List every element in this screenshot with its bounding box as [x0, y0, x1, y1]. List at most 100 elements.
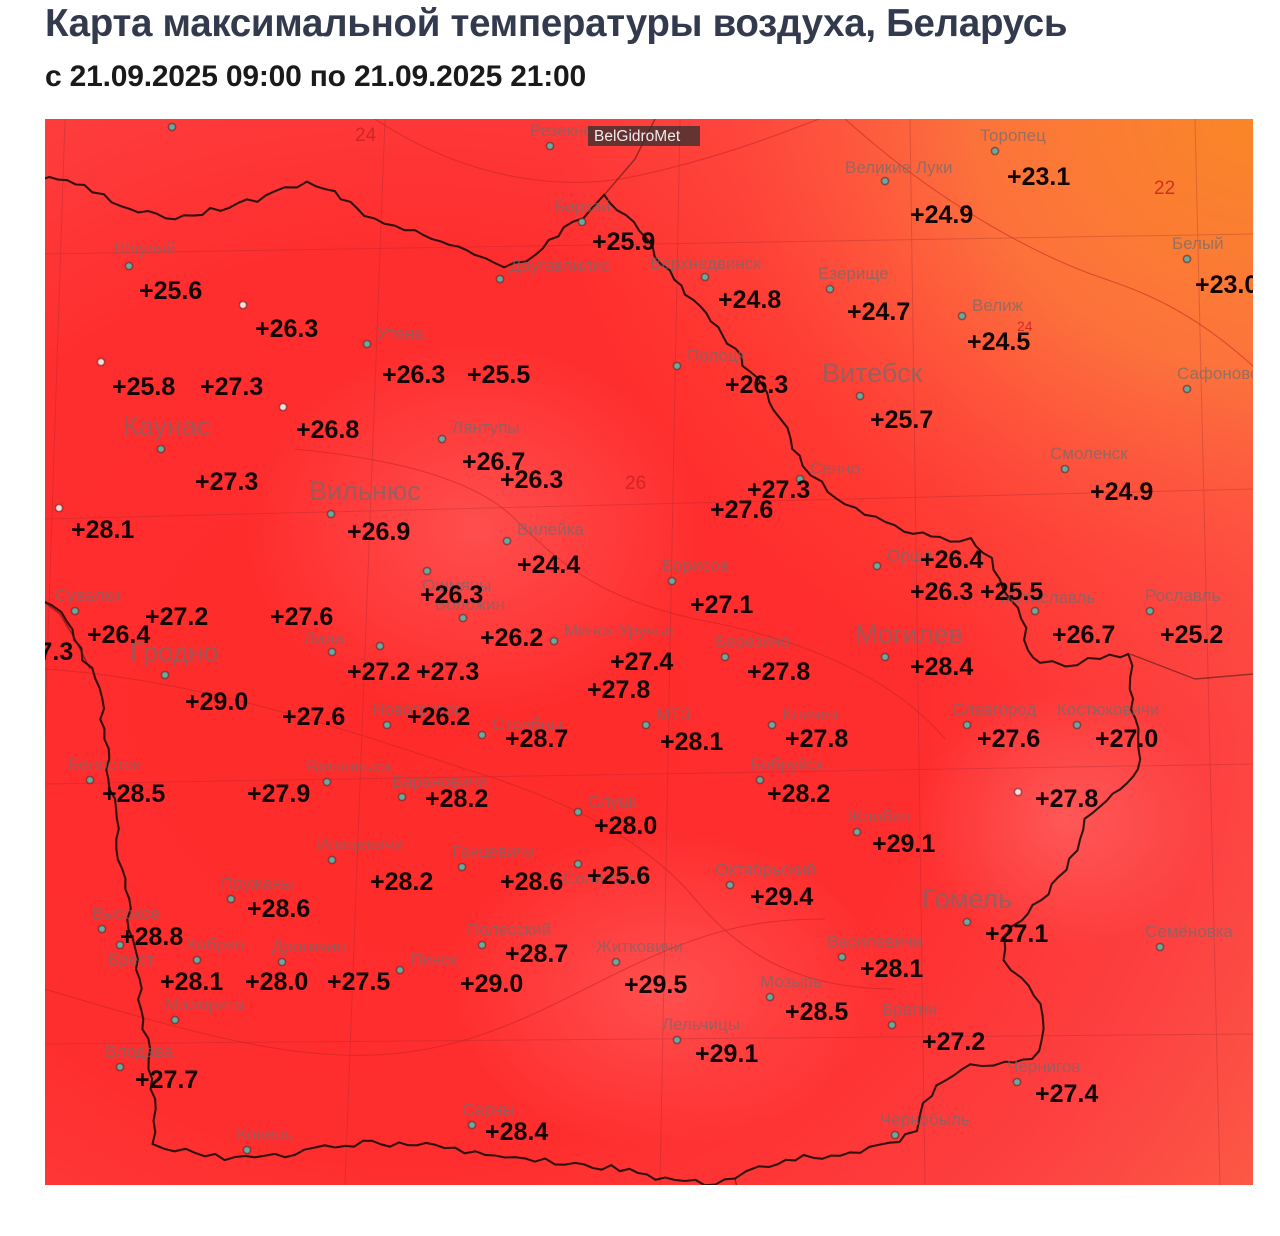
svg-text:+28.2: +28.2: [425, 785, 488, 813]
svg-text:+28.5: +28.5: [102, 780, 165, 808]
svg-text:Смоленск: Смоленск: [1050, 444, 1128, 463]
svg-text:Елгава: Елгава: [167, 119, 222, 121]
svg-text:+27.2: +27.2: [347, 658, 410, 686]
svg-text:+27.8: +27.8: [785, 725, 848, 753]
svg-text:Брест: Брест: [108, 950, 155, 969]
svg-text:+29.0: +29.0: [460, 970, 523, 998]
svg-text:+28.1: +28.1: [71, 516, 134, 544]
svg-text:Белый: Белый: [1172, 234, 1224, 253]
svg-text:+25.7: +25.7: [870, 406, 933, 434]
svg-text:+27.8: +27.8: [1035, 785, 1098, 813]
svg-text:Витебск: Витебск: [822, 358, 923, 388]
svg-text:+26.3: +26.3: [910, 578, 973, 606]
svg-text:+27.2: +27.2: [145, 603, 208, 631]
svg-text:Славгород: Славгород: [952, 700, 1036, 719]
svg-text:+25.9: +25.9: [592, 228, 655, 256]
svg-text:Жлобин: Жлобин: [847, 807, 911, 826]
svg-text:Высокое: Высокое: [92, 904, 160, 923]
svg-text:Дрогичин: Дрогичин: [272, 937, 346, 956]
svg-text:+24.9: +24.9: [1090, 478, 1153, 506]
svg-text:+28.7: +28.7: [505, 725, 568, 753]
svg-text:+26.4: +26.4: [87, 621, 150, 649]
svg-text:Минск-Уручье: Минск-Уручье: [564, 621, 674, 640]
svg-text:Волковыск: Волковыск: [307, 757, 392, 776]
svg-text:Могилев: Могилев: [855, 619, 963, 649]
svg-text:+28.6: +28.6: [500, 868, 563, 896]
svg-text:+29.5: +29.5: [624, 971, 687, 999]
svg-text:Рославль: Рославль: [1145, 586, 1220, 605]
svg-text:Лянтупы: Лянтупы: [452, 418, 520, 437]
svg-text:+27.5: +27.5: [327, 968, 390, 996]
svg-text:Брагин: Брагин: [882, 1000, 937, 1019]
svg-text:Костюковичи: Костюковичи: [1057, 700, 1159, 719]
svg-text:+25.6: +25.6: [587, 862, 650, 890]
svg-text:+28.0: +28.0: [245, 968, 308, 996]
svg-text:+25.6: +25.6: [139, 277, 202, 305]
svg-text:Вильнюс: Вильнюс: [309, 476, 421, 506]
svg-text:Ковель: Ковель: [237, 1125, 293, 1144]
svg-text:+28.2: +28.2: [370, 868, 433, 896]
svg-text:Пружаны: Пружаны: [221, 874, 294, 893]
svg-text:22: 22: [1154, 178, 1175, 199]
svg-text:Семёновка: Семёновка: [1145, 922, 1234, 941]
svg-text:+28.1: +28.1: [660, 728, 723, 756]
svg-text:+25.2: +25.2: [1160, 621, 1223, 649]
svg-text:Малорита: Малорита: [165, 995, 245, 1014]
svg-text:+29.1: +29.1: [695, 1040, 758, 1068]
svg-text:Сафоново: Сафоново: [1177, 364, 1253, 383]
svg-text:Шяуляй: Шяуляй: [114, 239, 176, 258]
svg-text:+26.2: +26.2: [480, 624, 543, 652]
svg-text:+27.2: +27.2: [922, 1028, 985, 1056]
svg-text:+27.3: +27.3: [416, 658, 479, 686]
svg-text:+27.7: +27.7: [135, 1066, 198, 1094]
svg-text:+28.4: +28.4: [485, 1118, 548, 1146]
svg-text:+28.6: +28.6: [247, 895, 310, 923]
svg-text:Слуцк: Слуцк: [588, 792, 636, 811]
svg-text:+28.4: +28.4: [910, 653, 973, 681]
svg-text:+24.7: +24.7: [847, 298, 910, 326]
svg-text:+28.0: +28.0: [594, 812, 657, 840]
svg-text:+27.1: +27.1: [985, 920, 1048, 948]
svg-text:Езерище: Езерище: [818, 264, 889, 283]
svg-text:+26.3: +26.3: [255, 315, 318, 343]
svg-text:+27.4: +27.4: [1035, 1080, 1098, 1108]
svg-text:Василевичи: Василевичи: [827, 932, 922, 951]
svg-text:Кобрин: Кобрин: [187, 935, 244, 954]
svg-text:Сенно: Сенно: [810, 459, 860, 478]
svg-text:+26.7: +26.7: [1052, 621, 1115, 649]
svg-text:+28.7: +28.7: [505, 940, 568, 968]
svg-text:+24.5: +24.5: [967, 328, 1030, 356]
svg-text:+26.2: +26.2: [407, 703, 470, 731]
svg-text:Октябрьский: Октябрьский: [715, 860, 816, 879]
svg-text:Чернобыль: Чернобыль: [880, 1110, 970, 1129]
svg-text:+29.0: +29.0: [185, 688, 248, 716]
svg-text:+26.8: +26.8: [296, 416, 359, 444]
svg-text:Великие Луки: Великие Луки: [845, 158, 953, 177]
svg-text:+26.3: +26.3: [382, 361, 445, 389]
svg-text:Бирзай: Бирзай: [554, 197, 611, 216]
svg-text:+26.4: +26.4: [920, 546, 983, 574]
svg-text:+29.1: +29.1: [872, 830, 935, 858]
svg-text:+23.1: +23.1: [1007, 163, 1070, 191]
svg-text:+27.1: +27.1: [690, 591, 753, 619]
svg-text:+25.5: +25.5: [467, 361, 530, 389]
svg-text:Березино: Березино: [715, 632, 790, 651]
svg-text:Полоцк: Полоцк: [687, 346, 746, 365]
svg-text:Житковичи: Житковичи: [596, 937, 683, 956]
svg-text:+28.5: +28.5: [785, 998, 848, 1026]
svg-text:Мозырь: Мозырь: [760, 972, 822, 991]
svg-text:Кличев: Кличев: [782, 705, 839, 724]
svg-text:Сувалки: Сувалки: [55, 586, 121, 605]
svg-text:Даугавпилис: Даугавпилис: [510, 256, 611, 275]
svg-text:Каунас: Каунас: [123, 411, 210, 441]
svg-text:+25.5: +25.5: [980, 578, 1043, 606]
svg-text:Верхнедвинск: Верхнедвинск: [650, 254, 761, 273]
svg-text:МТЗ: МТЗ: [656, 705, 691, 724]
svg-text:+27.8: +27.8: [587, 676, 650, 704]
svg-text:+27.6: +27.6: [270, 603, 333, 631]
svg-text:+26.9: +26.9: [347, 518, 410, 546]
svg-text:+26.3: +26.3: [725, 371, 788, 399]
svg-text:Утена: Утена: [377, 324, 424, 343]
svg-text:+27.4: +27.4: [610, 648, 673, 676]
svg-text:Сарны: Сарны: [462, 1100, 515, 1119]
